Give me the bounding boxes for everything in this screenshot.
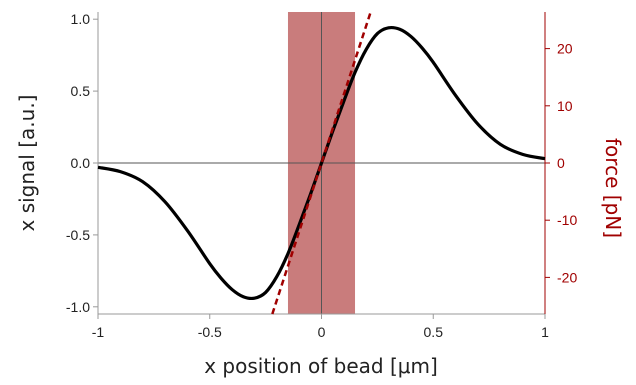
tick-labels: -1 -0.5 0 0.5 1 -1.0 -0.5 0.0 0.5 1.0 -20 -10 0 10 20 [66,11,578,340]
y2-axis-title: force [pN] [601,138,625,238]
x-tick-label: 0.5 [424,324,444,340]
y-tick-label: -0.5 [66,227,90,243]
y-tick-label: 1.0 [71,11,91,27]
series-layer [97,11,546,315]
y-tick-label: 0.5 [71,83,91,99]
y2-tick-label: 0 [557,155,565,171]
y-axis-title: x signal [a.u.] [15,95,39,232]
x-tick-label: -0.5 [198,324,222,340]
linear-fit-line [271,11,372,315]
signal-curve [97,25,546,301]
x-axis-title: x position of bead [μm] [204,354,438,378]
x-tick-label: -1 [92,324,105,340]
y2-tick-label: 20 [557,41,573,57]
axes [93,12,550,319]
y-tick-label: -1.0 [66,299,90,315]
y-tick-label: 0.0 [71,155,91,171]
x-tick-label: 0 [318,324,326,340]
x-tick-label: 1 [541,324,549,340]
y2-tick-label: 10 [557,98,573,114]
y2-tick-label: -10 [557,212,577,228]
y2-tick-label: -20 [557,269,577,285]
